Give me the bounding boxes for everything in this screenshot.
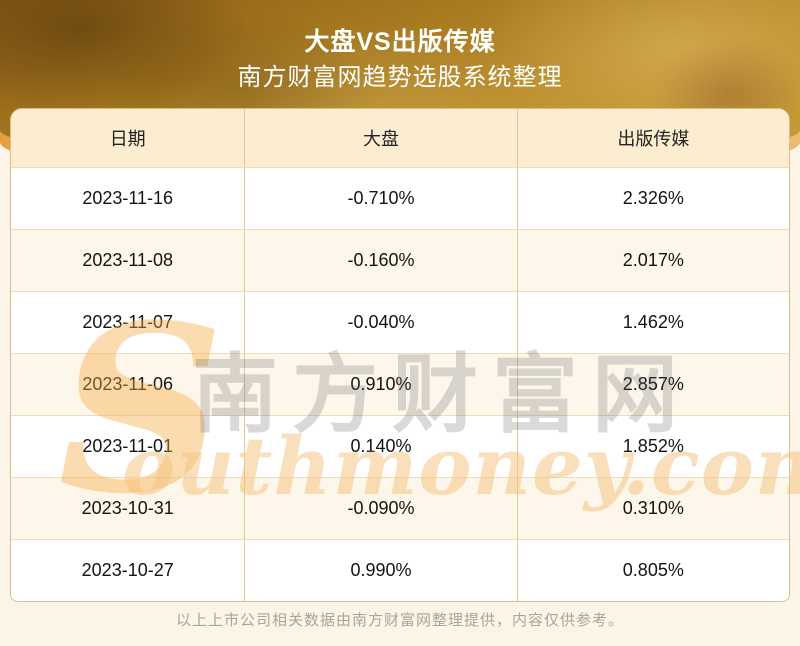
date-cell: 2023-11-07	[82, 312, 174, 332]
sector-cell: 2.326%	[516, 168, 789, 229]
date-cell: 2023-11-01	[82, 436, 174, 456]
market-cell: 0.910%	[244, 354, 516, 415]
table-row: 2023-11-08 -0.160% 2.017%	[11, 229, 789, 291]
sector-cell: 2.017%	[516, 230, 789, 291]
column-header-market: 大盘	[244, 109, 516, 167]
market-cell: -0.160%	[244, 230, 516, 291]
date-cell: 2023-11-06	[82, 374, 174, 394]
sector-cell: 2.857%	[516, 354, 789, 415]
market-cell: -0.040%	[244, 292, 516, 353]
hero-titles: 大盘VS出版传媒 南方财富网趋势选股系统整理	[0, 0, 800, 92]
data-table: 日期 大盘 出版传媒 2023-11-16 -0.710% 2.326% 202…	[10, 108, 790, 602]
table-row: 2023-11-01 0.140% 1.852%	[11, 415, 789, 477]
column-header-date: 日期	[109, 129, 146, 149]
date-cell: 2023-10-31	[81, 498, 174, 518]
page-title: 大盘VS出版传媒	[304, 28, 496, 56]
column-header-sector: 出版传媒	[516, 109, 789, 167]
disclaimer-note: 以上上市公司相关数据由南方财富网整理提供，内容仅供参考。	[175, 612, 624, 629]
market-cell: 0.990%	[244, 540, 516, 601]
market-cell: -0.090%	[244, 478, 516, 539]
sector-cell: 0.310%	[516, 478, 789, 539]
date-cell: 2023-11-08	[82, 250, 174, 270]
table-header-row: 日期 大盘 出版传媒	[11, 109, 789, 167]
market-cell: 0.140%	[244, 416, 516, 477]
sector-cell: 1.852%	[516, 416, 789, 477]
table-row: 2023-10-27 0.990% 0.805%	[11, 539, 789, 601]
table-row: 2023-11-16 -0.710% 2.326%	[11, 167, 789, 229]
table-row: 2023-10-31 -0.090% 0.310%	[11, 477, 789, 539]
date-cell: 2023-11-16	[82, 188, 174, 208]
date-cell: 2023-10-27	[81, 560, 174, 580]
table-row: 2023-11-06 0.910% 2.857%	[11, 353, 789, 415]
market-cell: -0.710%	[244, 168, 516, 229]
sector-cell: 1.462%	[516, 292, 789, 353]
sector-cell: 0.805%	[516, 540, 789, 601]
page-subtitle: 南方财富网趋势选股系统整理	[237, 64, 563, 91]
table-row: 2023-11-07 -0.040% 1.462%	[11, 291, 789, 353]
